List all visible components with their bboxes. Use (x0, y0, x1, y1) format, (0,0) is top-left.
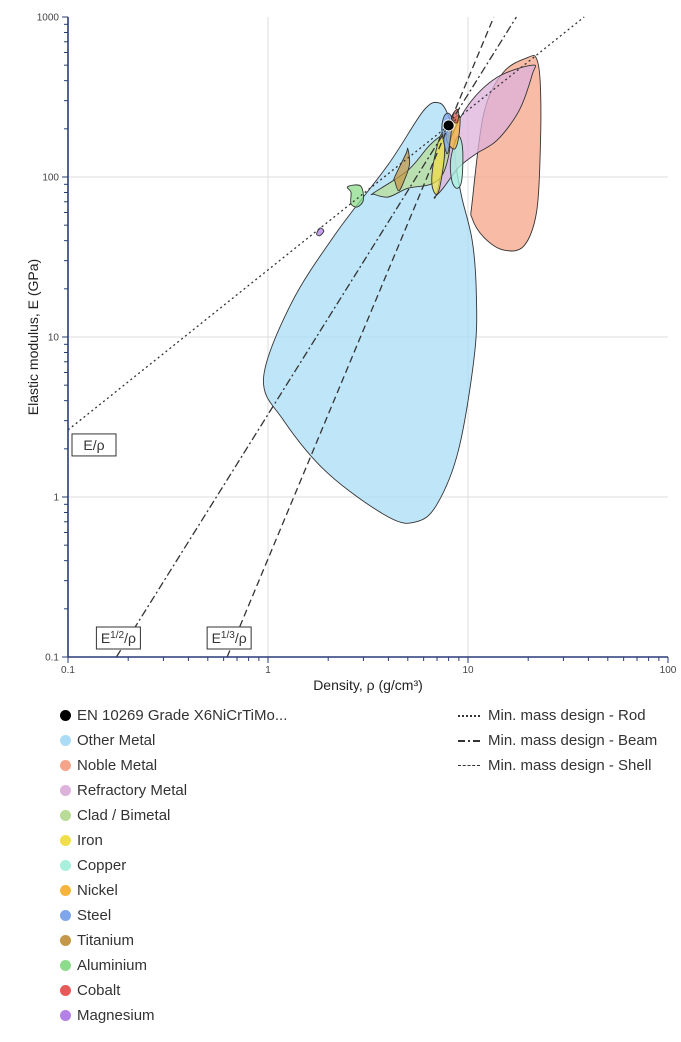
legend-item[interactable]: Copper (60, 853, 287, 878)
legend-item[interactable]: EN 10269 Grade X6NiCrTiMo... (60, 703, 287, 728)
legend-line-swatch (458, 739, 480, 742)
guide-label-dashed: E1/3/ρ (206, 626, 252, 650)
x-tick-label: 10 (462, 665, 474, 676)
legend-item[interactable]: Steel (60, 903, 287, 928)
legend-label: Noble Metal (77, 757, 158, 774)
region-other-metal (263, 101, 478, 524)
legend-label: Min. mass design - Shell (488, 757, 652, 774)
legend-label: Titanium (77, 932, 134, 949)
legend-label: Clad / Bimetal (77, 807, 171, 824)
legend-item[interactable]: Magnesium (60, 1003, 287, 1028)
ashby-chart: E/ρ E1/2/ρ E1/3/ρ 0.1 1 10 100 0.1 1 10 100 1000 D… (25, 13, 677, 694)
x-tick-label: 100 (660, 665, 677, 676)
legend-label: Min. mass design - Rod (488, 707, 646, 724)
guide-lines: E/ρ E1/2/ρ E1/3/ρ (67, 16, 585, 658)
guide-label-text: E1/2/ρ (101, 630, 136, 646)
legend-swatch (60, 910, 71, 921)
legend-label: Magnesium (77, 1007, 155, 1024)
region-titanium (393, 147, 411, 192)
y-tick-label: 10 (48, 333, 60, 344)
legend-swatch (60, 785, 71, 796)
legend-label: EN 10269 Grade X6NiCrTiMo... (77, 707, 288, 724)
legend-item[interactable]: Iron (60, 828, 287, 853)
x-axis-title: Density, ρ (g/cm³) (313, 677, 423, 693)
guides-legend: Min. mass design - Rod Min. mass design -… (458, 703, 657, 778)
guide-label-dotted: E/ρ (71, 433, 117, 457)
legend-line-swatch (458, 714, 480, 717)
legend-label: Copper (77, 857, 127, 874)
region-clad-bimetal (370, 133, 451, 198)
guide-label-text: E/ρ (83, 437, 104, 453)
x-tick-label: 0.1 (61, 665, 75, 676)
y-tick-label: 100 (42, 173, 59, 184)
region-iron (431, 132, 446, 195)
legend-swatch (60, 935, 71, 946)
guide-dotted (67, 16, 585, 431)
legend-item[interactable]: Aluminium (60, 953, 287, 978)
legend-swatch (60, 1010, 71, 1021)
legend-label: Refractory Metal (77, 782, 188, 799)
legend-item[interactable]: Refractory Metal (60, 778, 287, 803)
legend-swatch (60, 810, 71, 821)
legend-item[interactable]: Noble Metal (60, 753, 287, 778)
legend-item[interactable]: Titanium (60, 928, 287, 953)
highlight-point[interactable] (442, 119, 455, 132)
legend-swatch (60, 710, 71, 721)
guide-label-text: E1/3/ρ (212, 630, 247, 646)
legend-label: Aluminium (77, 957, 148, 974)
y-tick-label: 1000 (37, 13, 60, 24)
materials-legend: EN 10269 Grade X6NiCrTiMo... Other Metal N… (60, 703, 287, 1028)
legend-label: Other Metal (77, 732, 156, 749)
legend-label: Iron (77, 832, 103, 849)
guide-label-dashdot: E1/2/ρ (95, 626, 141, 650)
legend-label: Min. mass design - Beam (488, 732, 658, 749)
legend-swatch (60, 885, 71, 896)
legend-swatch (60, 760, 71, 771)
region-aluminium (346, 184, 364, 208)
legend-line-swatch (458, 765, 480, 766)
legend-swatch (60, 960, 71, 971)
legend-swatch (60, 860, 71, 871)
legend-item[interactable]: Nickel (60, 878, 287, 903)
legend-item[interactable]: Other Metal (60, 728, 287, 753)
legend-item[interactable]: Clad / Bimetal (60, 803, 287, 828)
legend-item[interactable]: Min. mass design - Shell (458, 753, 657, 778)
region-magnesium (316, 227, 325, 237)
axes: 0.1 1 10 100 0.1 1 10 100 1000 (37, 13, 677, 677)
material-regions (263, 54, 542, 524)
legend-label: Cobalt (77, 982, 121, 999)
legend-item[interactable]: Cobalt (60, 978, 287, 1003)
legend-swatch (60, 835, 71, 846)
legend-item[interactable]: Min. mass design - Beam (458, 728, 657, 753)
legend-item[interactable]: Min. mass design - Rod (458, 703, 657, 728)
y-axis-title: Elastic modulus, E (GPa) (25, 259, 41, 415)
legend-swatch (60, 985, 71, 996)
y-tick-label: 1 (53, 493, 59, 504)
legend-label: Steel (77, 907, 112, 924)
legend-label: Nickel (77, 882, 118, 899)
y-tick-label: 0.1 (45, 653, 59, 664)
legend-swatch (60, 735, 71, 746)
x-tick-label: 1 (265, 665, 271, 676)
